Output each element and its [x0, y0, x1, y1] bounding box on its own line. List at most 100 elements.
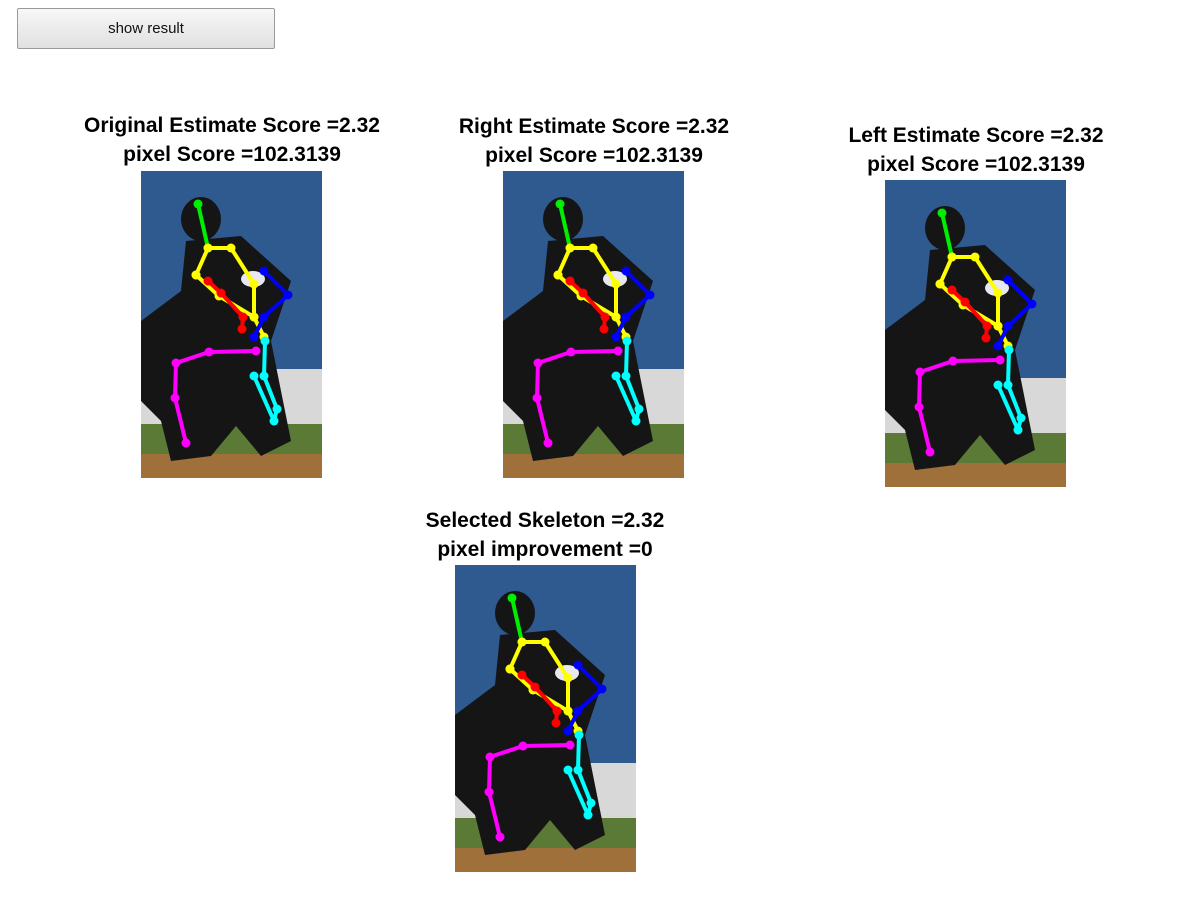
selected-skeleton-image — [455, 565, 636, 872]
joint-point — [216, 288, 226, 298]
panel-score-label: Right Estimate Score =2.32 — [458, 115, 730, 138]
panel-title-selected: Selected Skeleton =2.32 pixel improvemen… — [375, 506, 715, 564]
joint-point — [551, 718, 561, 728]
panel-pixel-score-label: pixel Score =102.3139 — [485, 144, 703, 167]
joint-point — [226, 243, 236, 253]
joint-point — [960, 297, 970, 307]
joint-point — [238, 312, 248, 322]
joint-point — [249, 312, 259, 322]
joint-point — [517, 637, 527, 647]
joint-point — [555, 199, 565, 209]
joint-point — [611, 371, 621, 381]
joint-point — [1027, 299, 1037, 309]
joint-point — [543, 438, 553, 448]
panel-pixel-score-label: pixel improvement =0 — [437, 538, 653, 561]
show-result-button[interactable]: show result — [17, 8, 275, 49]
panel-score-label: Selected Skeleton =2.32 — [425, 509, 665, 532]
joint-point — [563, 726, 573, 736]
joint-point — [947, 252, 957, 262]
pose-image-svg — [503, 171, 684, 478]
head-limb — [510, 596, 524, 644]
panel-pixel-score-label: pixel Score =102.3139 — [123, 143, 341, 166]
joint-point — [203, 276, 213, 286]
joint-point — [586, 798, 596, 808]
joint-point — [251, 346, 261, 356]
joint-point — [563, 706, 573, 716]
joint-point — [249, 332, 259, 342]
joint-point — [634, 404, 644, 414]
joint-point — [249, 279, 259, 289]
joint-point — [204, 347, 214, 357]
joint-point — [947, 285, 957, 295]
joint-point — [915, 367, 925, 377]
joint-point — [993, 380, 1003, 390]
joint-point — [505, 664, 515, 674]
joint-point — [970, 252, 980, 262]
panel-title-original: Original Estimate Score =2.32 pixel Scor… — [62, 111, 402, 169]
joint-point — [578, 288, 588, 298]
joint-point — [611, 312, 621, 322]
panel-pixel-score-label: pixel Score =102.3139 — [867, 153, 1085, 176]
joint-point — [622, 336, 632, 346]
joint-point — [269, 416, 279, 426]
joint-point — [937, 208, 947, 218]
joint-point — [193, 199, 203, 209]
left-arm-limb — [996, 278, 1034, 348]
joint-point — [1013, 425, 1023, 435]
joint-point — [914, 402, 924, 412]
original-estimate-image — [141, 171, 322, 478]
joint-point — [573, 706, 583, 716]
joint-point — [259, 371, 269, 381]
joint-point — [563, 673, 573, 683]
pose-image-svg — [455, 565, 636, 872]
joint-point — [1003, 275, 1013, 285]
joint-point — [552, 706, 562, 716]
joint-point — [249, 371, 259, 381]
head-limb — [940, 211, 954, 259]
pose-image-svg — [141, 171, 322, 478]
joint-point — [484, 787, 494, 797]
joint-point — [1003, 380, 1013, 390]
joint-point — [170, 393, 180, 403]
joint-point — [272, 404, 282, 414]
panel-score-label: Original Estimate Score =2.32 — [84, 114, 380, 137]
joint-point — [259, 312, 269, 322]
joint-point — [1003, 321, 1013, 331]
joint-point — [565, 276, 575, 286]
joint-point — [925, 447, 935, 457]
joint-point — [621, 312, 631, 322]
joint-point — [600, 312, 610, 322]
left-arm-limb — [614, 269, 652, 339]
joint-point — [517, 670, 527, 680]
dirt-ground — [503, 454, 684, 478]
joint-point — [203, 243, 213, 253]
joint-point — [181, 438, 191, 448]
joint-point — [948, 356, 958, 366]
joint-point — [540, 637, 550, 647]
joint-point — [993, 321, 1003, 331]
right-arm-limb — [950, 288, 989, 340]
joint-point — [260, 336, 270, 346]
right-estimate-image — [503, 171, 684, 478]
pose-image-svg — [885, 180, 1066, 487]
joint-point — [573, 660, 583, 670]
joint-point — [191, 270, 201, 280]
panel-score-label: Left Estimate Score =2.32 — [848, 124, 1104, 147]
dirt-ground — [885, 463, 1066, 487]
joint-point — [530, 682, 540, 692]
joint-point — [611, 279, 621, 289]
joint-point — [995, 355, 1005, 365]
right-arm-limb — [568, 279, 607, 331]
joint-point — [621, 266, 631, 276]
joint-point — [237, 324, 247, 334]
left-arm-limb — [252, 269, 290, 339]
joint-point — [982, 321, 992, 331]
head-limb — [196, 202, 210, 250]
joint-point — [613, 346, 623, 356]
joint-point — [597, 684, 607, 694]
joint-point — [631, 416, 641, 426]
joint-point — [563, 765, 573, 775]
joint-point — [283, 290, 293, 300]
joint-point — [574, 730, 584, 740]
joint-point — [553, 270, 563, 280]
